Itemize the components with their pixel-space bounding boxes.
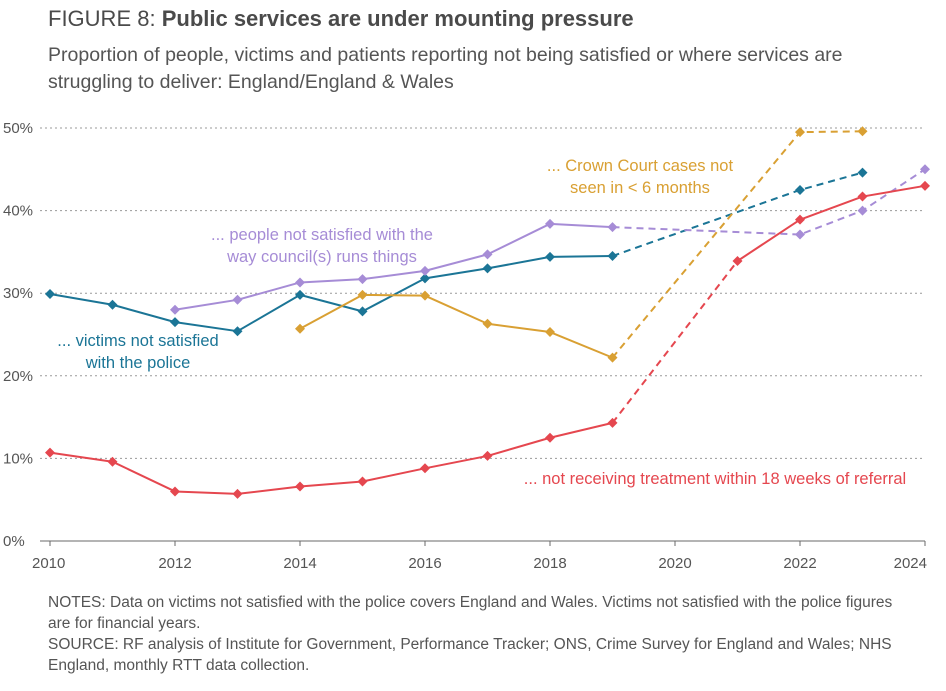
data-point-council [857, 205, 868, 216]
data-point-victims_police [545, 251, 555, 262]
notes-text: NOTES: Data on victims not satisfied wit… [48, 594, 893, 632]
chart-title: FIGURE 8: Public services are under moun… [48, 6, 634, 32]
data-point-victims_police [482, 263, 493, 274]
series-label-crown_court: seen in < 6 months [570, 179, 710, 197]
y-tick-label: 10% [3, 450, 33, 467]
y-tick-label: 30% [3, 285, 33, 302]
data-point-nhs_rtt [795, 214, 805, 225]
data-point-nhs_rtt [107, 456, 118, 467]
data-point-council [482, 249, 493, 260]
data-point-nhs_rtt [420, 463, 430, 474]
figure-label: FIGURE 8: [48, 6, 156, 31]
data-point-nhs_rtt [295, 481, 305, 492]
data-point-nhs_rtt [357, 476, 368, 487]
data-point-victims_police [170, 317, 180, 328]
data-point-council [295, 277, 305, 288]
data-point-council [232, 294, 243, 305]
y-tick-label: 20% [3, 368, 33, 385]
axis-layer: 0% 10% 20% 30% 40% 50% 2010 2012 2014 2016 2018 202… [3, 120, 927, 572]
x-tick-label: 2010 [32, 555, 65, 572]
x-tick-label: 2022 [783, 555, 816, 572]
y-tick-label: 40% [3, 203, 33, 220]
data-point-crown_court [795, 127, 805, 138]
y-tick-label: 0% [3, 533, 25, 550]
series-layer [45, 126, 930, 499]
series-line-council [174, 222, 613, 311]
data-point-victims_police [857, 167, 868, 178]
series-dashed-nhs_rtt [611, 260, 739, 424]
x-tick-label: 2012 [158, 555, 191, 572]
data-point-nhs_rtt [545, 432, 555, 443]
x-tick-label: 2016 [408, 555, 441, 572]
x-tick-label: 2020 [658, 555, 691, 572]
source-text: SOURCE: RF analysis of Institute for Gov… [48, 636, 892, 674]
series-line-crown_court [299, 293, 613, 359]
data-point-council [420, 265, 430, 276]
y-tick-label: 50% [3, 120, 33, 137]
data-point-council [607, 222, 618, 233]
chart-subtitle: Proportion of people, victims and patien… [48, 44, 843, 93]
series-line-nhs_rtt-recent [736, 184, 926, 262]
data-point-crown_court [420, 290, 430, 301]
x-tick-label: 2014 [283, 555, 316, 572]
data-point-crown_court [545, 327, 555, 338]
series-line-nhs_rtt [49, 421, 613, 495]
data-point-crown_court [857, 126, 868, 137]
series-label-victims_police: ... victims not satisfied [57, 332, 218, 350]
data-point-victims_police [107, 299, 118, 310]
grid-layer [40, 127, 925, 459]
x-tick-label: 2024 [894, 555, 927, 572]
data-point-crown_court [295, 323, 305, 334]
data-point-crown_court [357, 289, 368, 300]
data-point-nhs_rtt [920, 180, 930, 191]
data-point-victims_police [232, 326, 243, 337]
data-point-council [170, 304, 180, 315]
data-point-victims_police [357, 306, 368, 317]
series-label-crown_court: ... Crown Court cases not [547, 157, 734, 175]
data-point-nhs_rtt [232, 488, 243, 499]
data-point-nhs_rtt [857, 191, 868, 202]
data-point-victims_police [607, 251, 618, 262]
data-point-crown_court [482, 318, 493, 329]
series-dashed-council [612, 168, 926, 236]
data-point-council [357, 274, 368, 285]
series-line-victims_police [49, 255, 613, 333]
data-point-nhs_rtt [482, 450, 493, 461]
data-point-nhs_rtt [45, 447, 55, 458]
notes-block: NOTES: Data on victims not satisfied wit… [48, 592, 918, 676]
x-tick-label: 2018 [533, 555, 566, 572]
data-point-nhs_rtt [607, 417, 618, 428]
chart-headline: Public services are under mounting press… [161, 6, 634, 31]
series-label-layer: ... victims not satisfied with the police… [57, 157, 906, 488]
data-point-victims_police [45, 289, 55, 300]
data-point-nhs_rtt [170, 486, 180, 497]
series-label-council: ... people not satisfied with the [211, 226, 433, 244]
series-label-victims_police: with the police [85, 354, 191, 372]
data-point-council [795, 229, 805, 240]
series-label-council: way council(s) runs things [226, 248, 417, 266]
series-label-nhs_rtt: ... not receiving treatment within 18 we… [524, 470, 906, 488]
data-point-victims_police [420, 273, 430, 284]
data-point-council [545, 218, 555, 229]
data-point-victims_police [295, 289, 305, 300]
data-point-nhs_rtt [732, 255, 743, 266]
data-point-victims_police [795, 184, 805, 195]
data-point-crown_court [607, 352, 618, 363]
data-point-council [920, 164, 930, 175]
line-chart: 0% 10% 20% 30% 40% 50% 2010 2012 2014 2016 2018 202… [3, 120, 930, 572]
